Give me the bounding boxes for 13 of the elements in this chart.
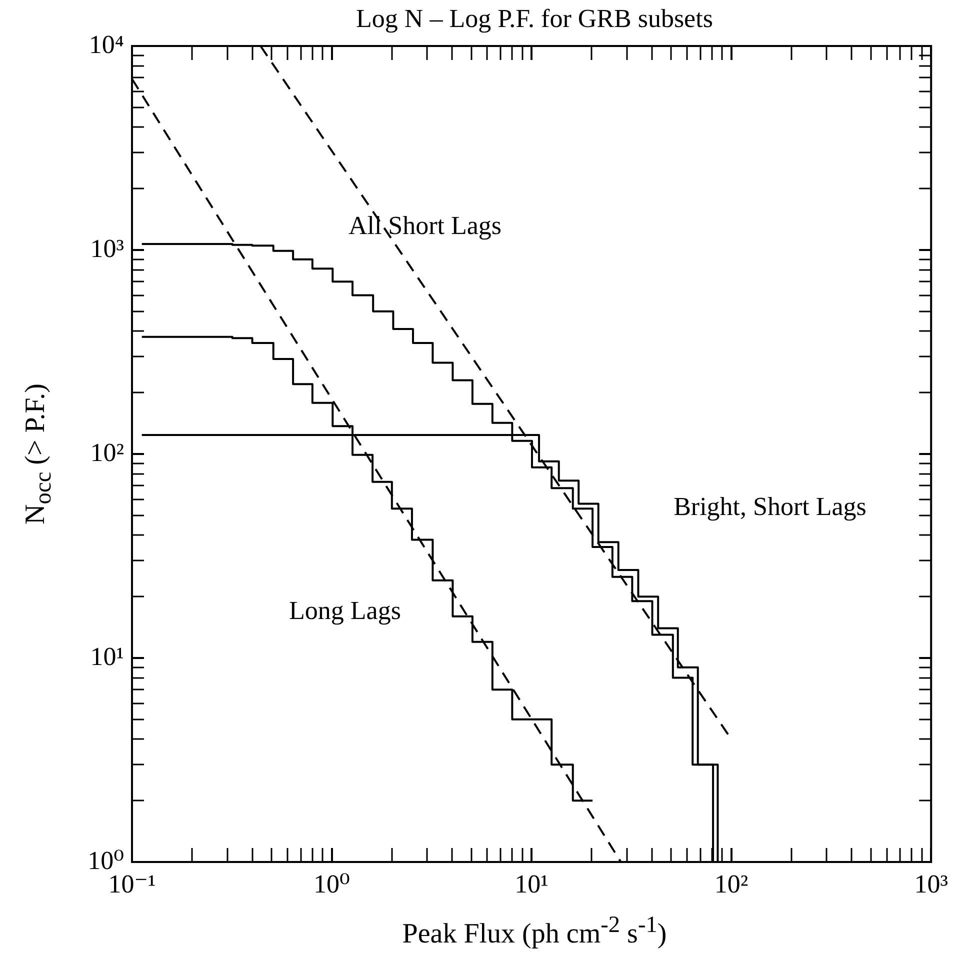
y-tick-label: 10² — [90, 438, 124, 467]
x-tick-label: 10⁰ — [314, 869, 350, 898]
chart-title: Log N – Log P.F. for GRB subsets — [355, 4, 714, 34]
y-tick-label: 10³ — [90, 234, 124, 263]
x-tick-label: 10¹ — [514, 869, 548, 898]
y-tick-label: 10⁴ — [88, 30, 124, 59]
x-tick-label: 10³ — [914, 869, 948, 898]
annotation: Bright, Short Lags — [672, 492, 868, 522]
annotation: All Short Lags — [347, 211, 503, 241]
x-tick-label: 10² — [714, 869, 748, 898]
x-axis-title: Peak Flux (ph cm$^{-2}$ s$^{-1}$) — [401, 912, 668, 950]
annotation: Long Lags — [288, 596, 402, 626]
y-tick-label: 10¹ — [90, 642, 124, 671]
